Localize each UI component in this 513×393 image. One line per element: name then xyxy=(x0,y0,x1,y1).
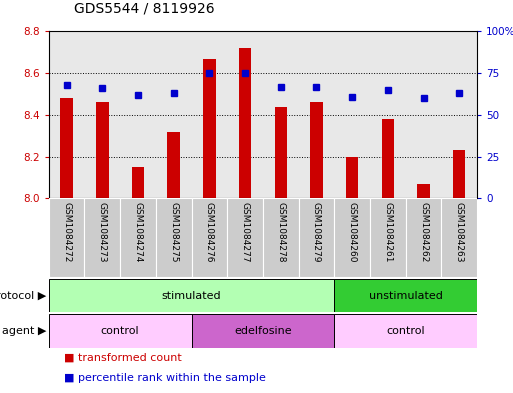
Bar xyxy=(156,198,191,277)
Bar xyxy=(239,48,251,198)
Bar xyxy=(85,198,120,277)
Text: unstimulated: unstimulated xyxy=(369,291,443,301)
Bar xyxy=(227,198,263,277)
Bar xyxy=(191,198,227,277)
Bar xyxy=(132,167,144,198)
Bar xyxy=(203,59,215,198)
Text: GSM1084279: GSM1084279 xyxy=(312,202,321,263)
Text: GSM1084275: GSM1084275 xyxy=(169,202,178,263)
Text: ■ percentile rank within the sample: ■ percentile rank within the sample xyxy=(64,373,266,383)
Bar xyxy=(274,107,287,198)
Text: GSM1084276: GSM1084276 xyxy=(205,202,214,263)
Text: GSM1084260: GSM1084260 xyxy=(348,202,357,263)
Bar xyxy=(334,198,370,277)
Bar xyxy=(334,314,477,348)
Text: edelfosine: edelfosine xyxy=(234,326,292,336)
Text: control: control xyxy=(101,326,140,336)
Bar xyxy=(382,119,394,198)
Text: protocol ▶: protocol ▶ xyxy=(0,291,46,301)
Text: GSM1084277: GSM1084277 xyxy=(241,202,249,263)
Bar xyxy=(263,198,299,277)
Bar xyxy=(299,198,334,277)
Bar xyxy=(120,198,156,277)
Bar xyxy=(49,198,85,277)
Bar xyxy=(61,98,73,198)
Text: GSM1084262: GSM1084262 xyxy=(419,202,428,263)
Bar xyxy=(453,151,465,198)
Text: GSM1084261: GSM1084261 xyxy=(383,202,392,263)
Bar xyxy=(346,157,359,198)
Text: GDS5544 / 8119926: GDS5544 / 8119926 xyxy=(74,2,215,16)
Text: stimulated: stimulated xyxy=(162,291,221,301)
Bar xyxy=(370,198,406,277)
Bar xyxy=(49,314,191,348)
Text: GSM1084274: GSM1084274 xyxy=(133,202,143,263)
Bar xyxy=(406,198,441,277)
Text: GSM1084272: GSM1084272 xyxy=(62,202,71,263)
Text: control: control xyxy=(386,326,425,336)
Bar xyxy=(310,103,323,198)
Bar xyxy=(191,314,334,348)
Bar xyxy=(334,279,477,312)
Bar xyxy=(96,103,109,198)
Text: ■ transformed count: ■ transformed count xyxy=(64,353,182,363)
Bar xyxy=(167,132,180,198)
Text: GSM1084278: GSM1084278 xyxy=(277,202,285,263)
Bar xyxy=(417,184,430,198)
Text: agent ▶: agent ▶ xyxy=(2,326,46,336)
Text: GSM1084263: GSM1084263 xyxy=(455,202,464,263)
Bar xyxy=(49,279,334,312)
Bar xyxy=(441,198,477,277)
Text: GSM1084273: GSM1084273 xyxy=(98,202,107,263)
